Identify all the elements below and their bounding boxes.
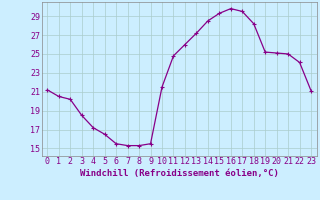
X-axis label: Windchill (Refroidissement éolien,°C): Windchill (Refroidissement éolien,°C) [80,169,279,178]
